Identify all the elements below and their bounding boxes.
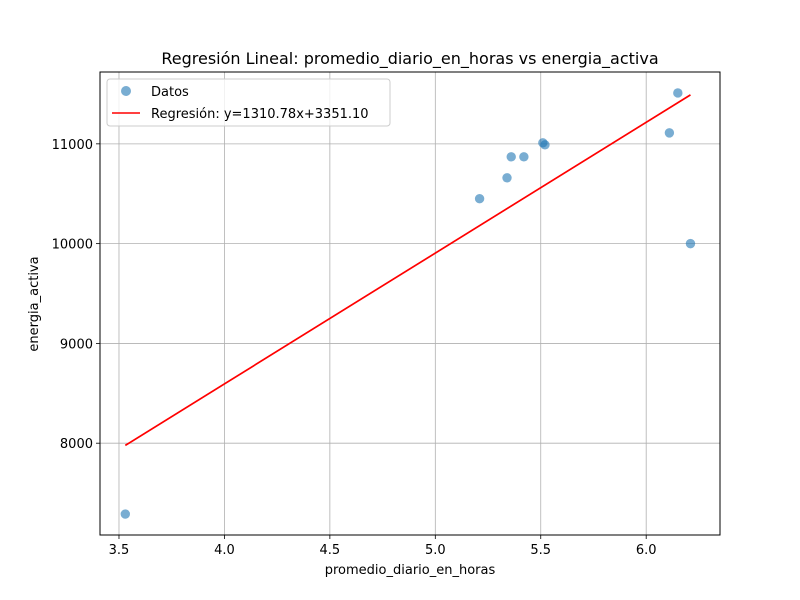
plot-frame <box>99 71 721 536</box>
data-point <box>519 152 529 162</box>
data-point <box>120 509 131 519</box>
legend: Datos Regresión: y=1310.78x+3351.10 <box>106 78 391 127</box>
data-point <box>540 140 550 150</box>
y-axis-label: energia_activa <box>27 256 42 351</box>
data-points-layer <box>120 88 696 519</box>
y-tick-label: 9000 <box>60 337 93 352</box>
y-tick-label: 11000 <box>52 138 93 153</box>
x-tick-label: 5.5 <box>530 543 551 558</box>
x-tick-label: 4.0 <box>214 543 235 558</box>
data-point <box>664 128 675 138</box>
legend-box <box>106 78 391 127</box>
x-axis-ticks: 3.5 4.0 4.5 5.0 5.5 6.0 <box>109 535 657 558</box>
x-axis-label: promedio_diario_en_horas <box>325 563 496 578</box>
chart-title: Regresión Lineal: promedio_diario_en_hor… <box>161 49 658 69</box>
data-point <box>506 152 516 162</box>
x-tick-label: 3.5 <box>109 543 130 558</box>
legend-label-regresion: Regresión: y=1310.78x+3351.10 <box>151 107 369 122</box>
regression-line-layer <box>124 94 691 447</box>
legend-marker-datos <box>121 86 131 96</box>
legend-label-datos: Datos <box>151 85 189 100</box>
grid-lines <box>100 72 720 535</box>
x-tick-label: 4.5 <box>320 543 341 558</box>
x-tick-label: 6.0 <box>636 543 657 558</box>
x-tick-label: 5.0 <box>425 543 446 558</box>
y-tick-label: 10000 <box>52 238 93 253</box>
data-point <box>673 88 683 98</box>
data-point <box>685 238 696 249</box>
y-axis-ticks: 8000 9000 10000 11000 <box>52 138 100 452</box>
data-point <box>474 194 485 204</box>
data-point <box>502 173 512 183</box>
regression-line <box>124 94 691 447</box>
y-tick-label: 8000 <box>60 437 93 452</box>
